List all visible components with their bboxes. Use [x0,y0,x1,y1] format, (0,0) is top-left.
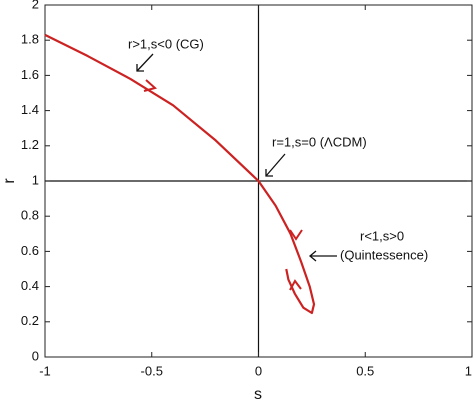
y-tick-label: 1 [32,172,39,187]
curve-layer [44,5,472,357]
x-tick-label: 0.5 [356,363,374,378]
y-tick-label: 0 [32,348,39,363]
annotation-arrows [136,53,337,262]
annotation: r=1,s=0 (ΛCDM) [272,134,367,149]
y-tick-label: 0.8 [21,208,39,223]
annotation: r<1,s>0 [360,228,404,243]
direction-arrows [143,79,303,291]
y-tick-label: 0.6 [21,243,39,258]
y-tick-label: 1.2 [21,137,39,152]
y-axis-label: r [1,178,18,184]
x-tick-label: -0.5 [141,363,163,378]
x-tick-label: 1 [465,363,472,378]
y-tick-label: 2 [32,0,39,11]
x-tick-label: -1 [39,363,51,378]
x-axis-label: s [254,386,262,403]
y-tick-label: 1.6 [21,67,39,82]
annotation: (Quintessence) [340,247,428,262]
annotation: r>1,s<0 (CG) [128,36,204,51]
x-tick-label: 0 [255,363,262,378]
y-tick-label: 0.2 [21,313,39,328]
y-tick-label: 1.4 [21,102,39,117]
y-tick-label: 1.8 [21,32,39,47]
y-tick-label: 0.4 [21,278,39,293]
trajectory [44,33,316,315]
